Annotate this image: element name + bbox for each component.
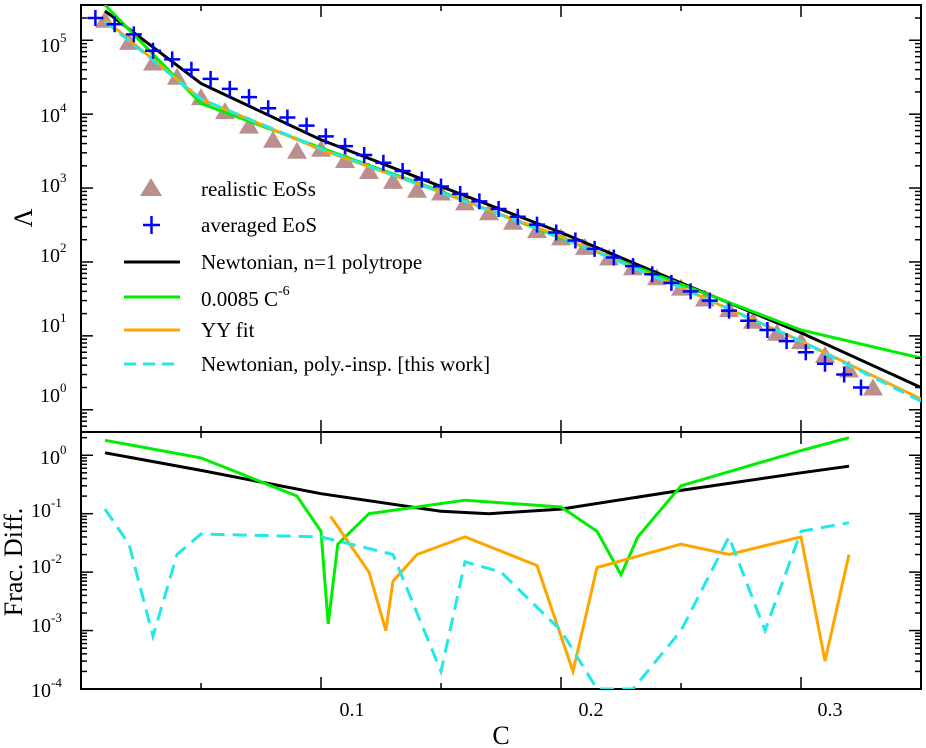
top-ytick-label: 100: [40, 380, 67, 407]
averaged-eos-point: [87, 10, 104, 26]
bottom-y-axis-title: Frac. Diff.: [0, 508, 28, 617]
averaged-eos-point: [817, 355, 833, 372]
realistic-eos-point: [359, 162, 379, 179]
bottom-ytick-label: 10-2: [31, 551, 62, 578]
realistic-eos-point: [767, 323, 787, 341]
bottom-series-yy-fit: [329, 515, 851, 677]
top-ytick-label: 103: [40, 170, 67, 197]
bottom-ytick-label: 10-4: [31, 675, 62, 702]
averaged-eos-point: [375, 154, 392, 171]
averaged-eos-point: [471, 193, 488, 210]
realistic-eos-point: [479, 203, 499, 221]
legend-triangle-marker: [140, 178, 162, 196]
averaged-eos-point: [586, 240, 603, 257]
bottom-ytick-label: 100: [40, 442, 67, 469]
averaged-eos-point: [682, 283, 699, 300]
averaged-eos-point: [625, 258, 641, 275]
legend: realistic EoSs averaged EoS Newtonian, n…: [124, 177, 490, 376]
realistic-eos-point: [239, 116, 259, 134]
averaged-eos-point: [183, 61, 200, 78]
legend-label: 0.0085 C-6: [201, 284, 290, 311]
legend-entry-power-law: 0.0085 C-6: [124, 284, 290, 311]
averaged-eos-point: [241, 89, 257, 106]
averaged-eos-point: [721, 302, 737, 319]
top-ytick-label: 105: [40, 30, 67, 57]
averaged-eos-point: [644, 266, 661, 283]
top-ytick-label: 104: [40, 100, 67, 127]
averaged-eos-point: [202, 70, 219, 87]
bottom-y-tick-labels: 10-4 10-3 10-2 10-1 100: [31, 442, 67, 702]
averaged-eos-point: [106, 16, 123, 33]
averaged-eos-point: [221, 80, 238, 97]
legend-entry-newtonian-polytrope: Newtonian, n=1 polytrope: [124, 250, 422, 274]
bottom-panel-data: [103, 436, 851, 689]
averaged-eos-point: [145, 42, 161, 59]
top-y-axis-title: Λ: [9, 208, 38, 227]
top-y-tick-labels: 100 101 102 103 104 105: [40, 30, 67, 407]
bottom-panel-frame: [80, 431, 922, 690]
legend-plus-marker: [143, 216, 160, 234]
averaged-eos-point: [701, 292, 718, 309]
x-tick-labels: 0.1 0.2 0.3: [340, 699, 843, 721]
realistic-eos-point: [287, 141, 307, 159]
averaged-eos-point: [529, 216, 545, 233]
top-panel-data: [87, 5, 921, 403]
realistic-eos-point: [503, 212, 523, 230]
averaged-eos-point: [836, 366, 853, 383]
bottom-series-0-0085-c-6: [104, 436, 850, 625]
averaged-eos-point: [356, 147, 373, 163]
realistic-eos-point: [263, 130, 283, 148]
averaged-eos-point: [759, 322, 776, 338]
xtick-label: 0.3: [818, 699, 843, 721]
realistic-eos-point: [167, 67, 187, 85]
averaged-eos-point: [125, 26, 142, 43]
top-ytick-label: 101: [40, 310, 67, 337]
xtick-label: 0.2: [579, 699, 604, 721]
xtick-label: 0.1: [340, 699, 365, 721]
averaged-eos-point: [853, 379, 869, 396]
averaged-eos-point: [509, 208, 526, 225]
bottom-ytick-label: 10-1: [31, 495, 62, 522]
top-series-newtonian-poly-insp-this-work-: [104, 20, 921, 403]
realistic-eos-point: [383, 171, 403, 189]
averaged-eos-point: [605, 249, 622, 266]
bottom-series-newtonian-n-1-polytrope: [104, 451, 850, 516]
averaged-eos-point: [778, 333, 795, 350]
averaged-eos-point: [413, 171, 430, 188]
averaged-eos-point: [490, 201, 507, 217]
averaged-eos-point: [394, 163, 411, 179]
legend-label: averaged EoS: [201, 213, 317, 237]
legend-label: Newtonian, n=1 polytrope: [201, 250, 422, 274]
legend-label: realistic EoSs: [201, 177, 316, 201]
averaged-eos-point: [797, 344, 814, 361]
legend-entry-averaged-eos: averaged EoS: [143, 213, 317, 237]
realistic-eos-point: [407, 180, 427, 198]
axis-ticks: [81, 4, 921, 690]
averaged-eos-point: [317, 128, 334, 145]
averaged-eos-point: [740, 312, 757, 329]
averaged-eos-point: [164, 51, 181, 68]
legend-entry-realistic-eos: realistic EoSs: [140, 177, 316, 201]
top-ytick-label: 102: [40, 240, 67, 267]
averaged-eos-point: [663, 274, 680, 291]
realistic-eos-point: [863, 378, 883, 396]
averaged-eos-point: [337, 138, 353, 155]
averaged-eos-point: [452, 186, 469, 202]
legend-label: YY fit: [201, 318, 255, 342]
averaged-eos-point: [279, 109, 296, 126]
bottom-series-newtonian-poly-insp-this-work-: [103, 508, 850, 689]
bottom-ytick-label: 10-3: [31, 610, 62, 637]
averaged-eos-point: [260, 100, 277, 117]
averaged-eos-point: [433, 178, 449, 195]
legend-entry-yy-fit: YY fit: [124, 318, 255, 342]
legend-entry-poly-insp: Newtonian, poly.-insp. [this work]: [124, 352, 490, 376]
averaged-eos-point: [298, 117, 315, 134]
averaged-eos-point: [548, 224, 565, 241]
averaged-eos-point: [567, 232, 584, 249]
legend-label: Newtonian, poly.-insp. [this work]: [201, 352, 490, 376]
x-axis-title: C: [492, 721, 509, 748]
